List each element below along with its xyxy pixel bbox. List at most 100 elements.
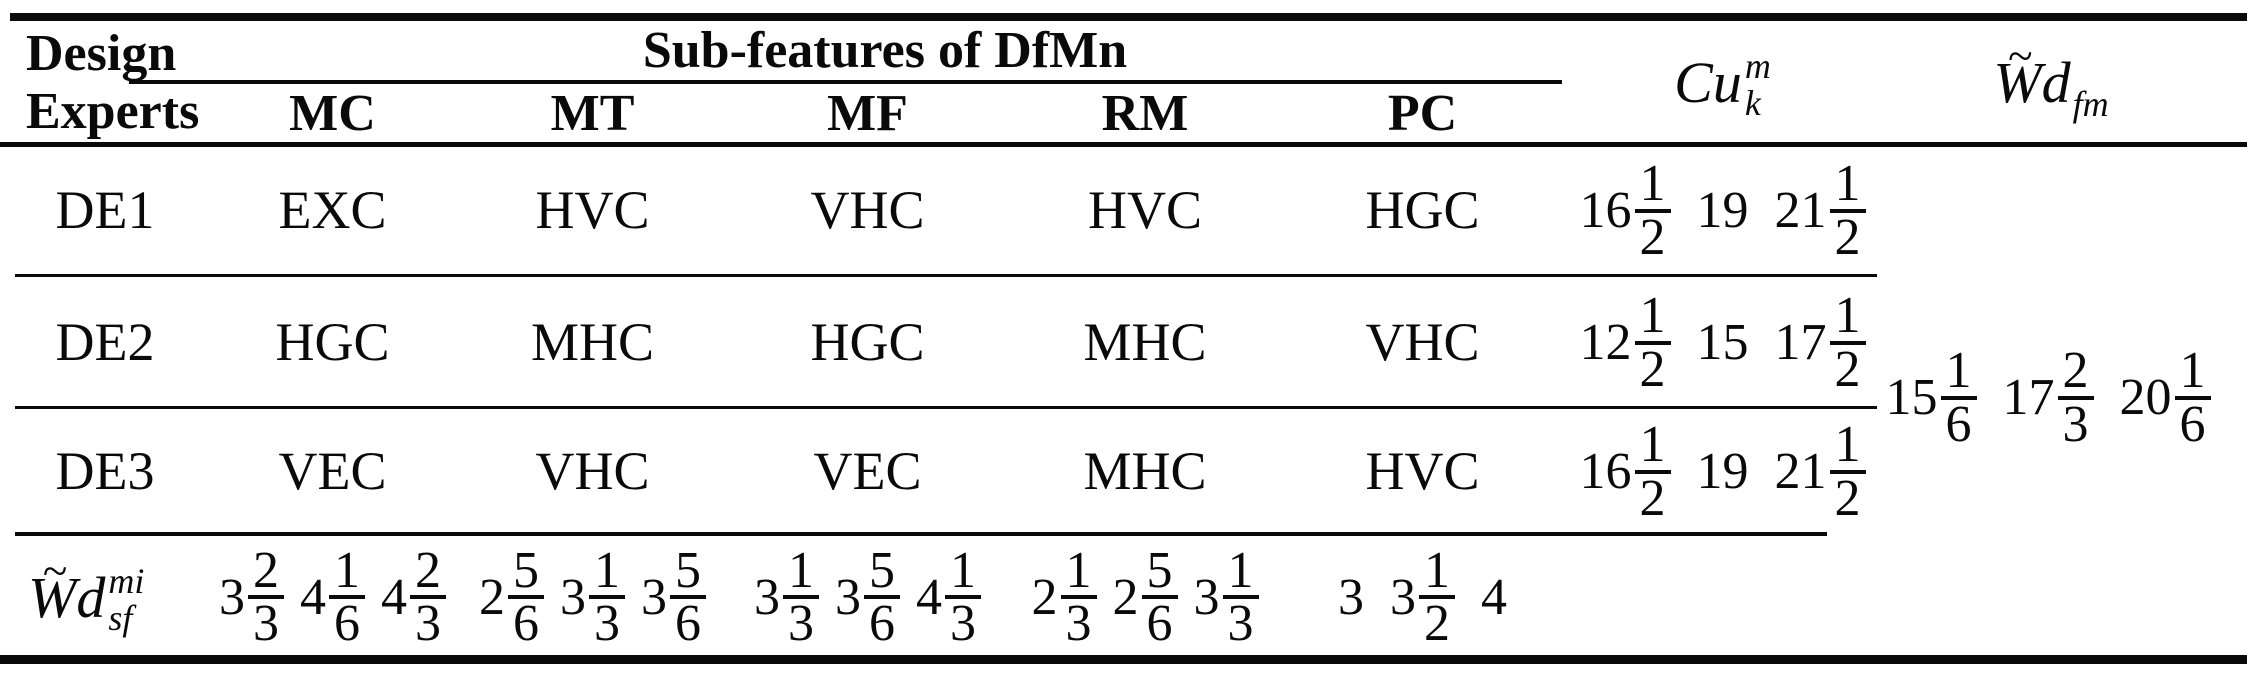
whole-part: 3 bbox=[641, 568, 667, 626]
whole-part: 3 bbox=[1193, 568, 1220, 626]
de1-mf-value: VHC bbox=[810, 180, 925, 241]
whole-part: 17 bbox=[2002, 369, 2055, 426]
numerator: 1 bbox=[594, 541, 620, 599]
tilde-mark: ~ bbox=[2008, 30, 2033, 81]
denominator: 3 bbox=[589, 595, 625, 650]
whole-part: 3 bbox=[835, 568, 861, 626]
subfeatures-underline-rule bbox=[129, 80, 1562, 84]
de2-mf-value: HGC bbox=[810, 312, 925, 373]
de2-rm-value: MHC bbox=[1083, 312, 1207, 373]
fuzzy-number: 16 1 2 bbox=[1580, 416, 1671, 524]
expert-label-de1: DE1 bbox=[55, 180, 155, 241]
whole-part: 2 bbox=[1031, 568, 1058, 626]
fuzzy-number: 20 1 6 bbox=[2120, 344, 2211, 450]
wd-fm-fuzzy-triplet: 15 1 6 17 2 3 20 1 6 bbox=[1885, 342, 2211, 450]
fuzzy-number: 4 bbox=[1481, 568, 1507, 626]
subfeatures-group-header: Sub-features of DfMn bbox=[642, 22, 1128, 80]
numerator: 1 bbox=[1945, 342, 1972, 400]
de1-cu-fuzzy-triplet: 16 1 2 19 21 1 2 bbox=[1579, 157, 1866, 263]
denominator: 3 bbox=[410, 595, 446, 650]
whole-part: 16 bbox=[1579, 182, 1632, 239]
numerator: 1 bbox=[1424, 541, 1450, 599]
de1-pc-value: HGC bbox=[1365, 180, 1480, 241]
denominator: 2 bbox=[1829, 340, 1866, 395]
wd-sf-superscript: mi bbox=[108, 560, 145, 601]
numerator: 5 bbox=[869, 541, 895, 599]
column-header-pc: PC bbox=[1387, 84, 1458, 142]
whole-part: 12 bbox=[1579, 314, 1632, 371]
de2-pc-value: VHC bbox=[1365, 312, 1480, 373]
whole-part: 19 bbox=[1696, 443, 1749, 500]
wd-sf-subscript: sf bbox=[108, 597, 133, 638]
experts-header-line2: Experts bbox=[26, 82, 200, 140]
whole-part: 15 bbox=[1696, 314, 1749, 371]
denominator: 6 bbox=[508, 595, 544, 650]
cu-symbol: Cu bbox=[1674, 49, 1742, 115]
whole-part: 3 bbox=[754, 568, 780, 626]
de3-cu-fuzzy-triplet: 16 1 2 19 21 1 2 bbox=[1580, 416, 1866, 524]
d-symbol: d bbox=[2041, 49, 2071, 115]
fuzzy-number: 17 1 2 bbox=[1775, 289, 1866, 395]
numerator: 1 bbox=[1639, 287, 1666, 345]
column-header-mc: MC bbox=[289, 84, 376, 142]
experts-column-header: Design Experts bbox=[0, 20, 210, 145]
denominator: 2 bbox=[1634, 208, 1671, 263]
de2-mc-value: HGC bbox=[275, 312, 390, 373]
column-header-mt: MT bbox=[550, 84, 635, 142]
numerator: 2 bbox=[415, 541, 441, 599]
de3-mt-value: VHC bbox=[535, 441, 650, 502]
numerator: 1 bbox=[788, 541, 814, 599]
de3-separator-rule bbox=[15, 532, 1827, 536]
denominator: 6 bbox=[1141, 595, 1178, 650]
denominator: 2 bbox=[1634, 340, 1671, 395]
whole-part: 3 bbox=[560, 568, 586, 626]
denominator: 3 bbox=[783, 595, 819, 650]
fuzzy-number: 15 1 6 bbox=[1885, 342, 1977, 450]
evaluation-table: Design Experts Sub-features of DfMn MC M… bbox=[0, 20, 2247, 660]
whole-part: 3 bbox=[1338, 568, 1364, 626]
expert-label-de3: DE3 bbox=[55, 441, 155, 502]
numerator: 1 bbox=[1639, 416, 1666, 474]
de2-mt-value: MHC bbox=[530, 312, 655, 373]
fuzzy-number: 17 2 3 bbox=[2002, 344, 2094, 450]
cu-superscript: m bbox=[1744, 45, 1771, 86]
whole-part: 4 bbox=[381, 568, 407, 626]
whole-part: 15 bbox=[1885, 369, 1938, 426]
de3-mf-value: VEC bbox=[813, 441, 922, 502]
de1-mc-value: EXC bbox=[278, 180, 387, 241]
whole-part: 4 bbox=[1481, 568, 1507, 626]
cu-subscript: k bbox=[1744, 82, 1761, 123]
fuzzy-number: 21 1 2 bbox=[1775, 157, 1866, 263]
header-separator-rule bbox=[0, 142, 2247, 147]
whole-part: 19 bbox=[1696, 182, 1749, 239]
de1-rm-value: HVC bbox=[1087, 180, 1202, 241]
de2-cu-fuzzy-triplet: 12 1 2 15 17 1 2 bbox=[1579, 287, 1866, 395]
fuzzy-number: 16 1 2 bbox=[1579, 157, 1671, 263]
de2-separator-rule bbox=[15, 406, 1877, 409]
